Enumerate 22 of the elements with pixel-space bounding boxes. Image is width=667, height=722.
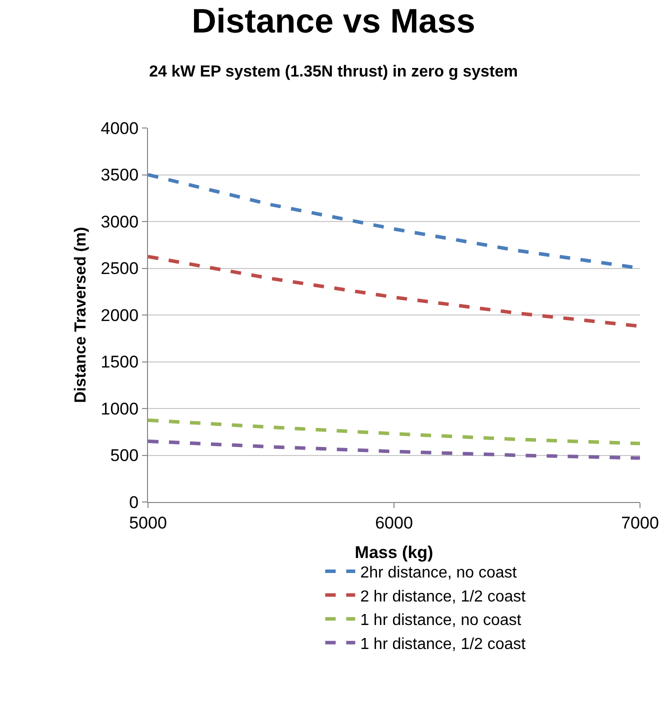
y-tick-label: 3500 bbox=[100, 166, 139, 185]
line-series bbox=[148, 439, 640, 460]
line-series bbox=[148, 418, 640, 446]
y-tick-label: 4000 bbox=[100, 118, 139, 138]
y-tick-label: 3000 bbox=[100, 212, 139, 232]
x-tick-label: 7000 bbox=[621, 513, 659, 532]
legend-label: 1 hr distance, no coast bbox=[360, 612, 522, 630]
legend-label: 2 hr distance, 1/2 coast bbox=[360, 588, 526, 606]
y-tick-label: 0 bbox=[129, 492, 139, 512]
x-tick-label: 6000 bbox=[375, 513, 413, 532]
y-tick-label: 1500 bbox=[100, 352, 139, 372]
y-tick-label: 1000 bbox=[100, 399, 139, 418]
chart-title: Distance vs Mass bbox=[192, 2, 476, 40]
y-tick-label: 500 bbox=[110, 446, 139, 466]
chart-subtitle: 24 kW EP system (1.35N thrust) in zero g system bbox=[149, 64, 518, 81]
legend-label: 2hr distance, no coast bbox=[360, 564, 518, 582]
y-tick-label: 2500 bbox=[100, 259, 139, 278]
x-axis-title: Mass (kg) bbox=[354, 542, 434, 562]
y-axis-title: Distance Traversed (m) bbox=[72, 226, 90, 404]
y-tick-label: 2000 bbox=[100, 306, 139, 325]
legend-label: 1 hr distance, 1/2 coast bbox=[360, 636, 526, 653]
x-tick-label: 5000 bbox=[129, 513, 167, 532]
